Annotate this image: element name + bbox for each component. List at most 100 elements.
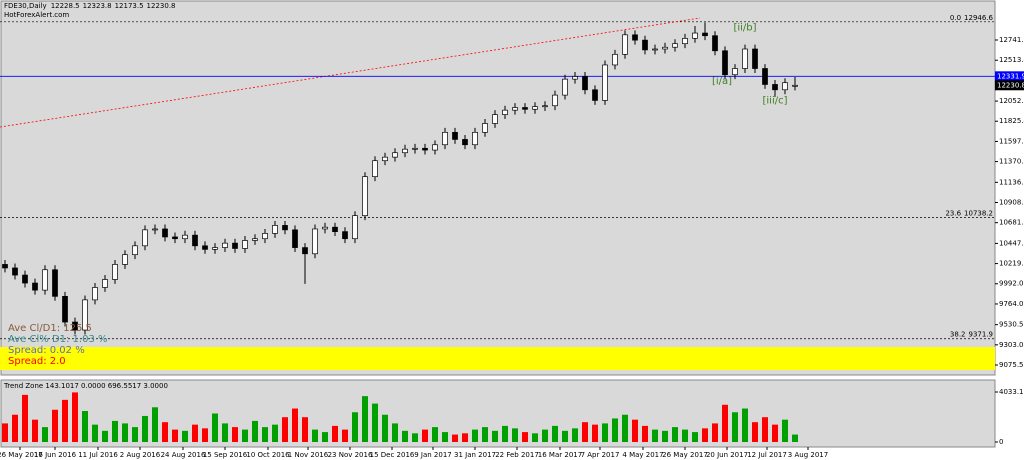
candle-body	[432, 144, 438, 151]
x-tick-label: 1 Nov 2016	[288, 451, 329, 459]
histogram-bar	[452, 434, 458, 442]
content: 12741.5 12513.4 12052.5 11825.4 11597.3 11370…	[0, 14, 1024, 459]
candle-body	[582, 76, 588, 91]
candle-body	[702, 32, 708, 37]
candle-body	[772, 84, 778, 91]
y-tick-label: 9303.0	[999, 341, 1024, 349]
histogram-bar	[502, 425, 508, 442]
histogram-bar	[102, 430, 108, 442]
histogram-bar	[322, 432, 328, 442]
candle-body	[282, 225, 288, 231]
histogram-bar	[82, 411, 88, 442]
histogram-bar	[622, 414, 628, 442]
candle-body	[252, 238, 258, 241]
histogram-bar	[582, 422, 588, 442]
histogram-bar	[152, 407, 158, 442]
candle-body	[292, 229, 298, 248]
candle-body	[182, 234, 188, 240]
histogram-bar	[122, 423, 128, 442]
candle-body	[632, 34, 638, 41]
chart-title: FDE30,Daily	[4, 2, 47, 10]
candle-body	[452, 131, 458, 140]
histogram-bar	[572, 428, 578, 442]
candle-body	[212, 247, 218, 250]
fib-level-percent: 38.2	[950, 331, 966, 339]
histogram-bar	[182, 430, 188, 442]
wave-label: [i/a]	[712, 76, 732, 87]
histogram-bar	[212, 413, 218, 442]
histogram-bar	[732, 412, 738, 442]
histogram-bar	[72, 392, 78, 442]
candle-body	[232, 242, 238, 249]
histogram-bar	[142, 415, 148, 442]
y-tick-label: 9075.5	[999, 361, 1024, 369]
x-tick-label: 22 Feb 2017	[495, 451, 539, 459]
x-tick-label: 7 Apr 2017	[581, 451, 620, 459]
candle-body	[472, 131, 478, 146]
histogram-bar	[432, 427, 438, 442]
candle-body	[352, 215, 358, 240]
candle-body	[62, 295, 68, 323]
x-tick-label: 4 May 2017	[622, 451, 663, 459]
histogram-bar	[742, 408, 748, 442]
y-tick-label: 9530.5	[999, 321, 1024, 329]
histogram-bar	[262, 427, 268, 442]
histogram-bar	[612, 418, 618, 442]
x-tick-label: 31 Jan 2017	[454, 451, 496, 459]
histogram-bar	[522, 432, 528, 442]
fib-level-label: 0.0 12946.6	[950, 14, 994, 22]
stat-label: Ave Cl% D1: 1.03 %	[8, 334, 108, 345]
y-tick-label: 11597.3	[999, 137, 1024, 145]
candle-body	[152, 228, 158, 231]
x-tick-label: 10 Oct 2016	[246, 451, 290, 459]
x-tick-label: 24 Aug 2016	[161, 451, 206, 459]
y-tick-label: 10447.0	[999, 239, 1024, 247]
candle-body	[302, 247, 308, 255]
histogram-bar	[282, 417, 288, 442]
x-tick-label: 17 Jun 2016	[34, 451, 77, 459]
candle-body	[12, 267, 18, 276]
candle-body	[742, 48, 748, 69]
histogram-bar	[482, 427, 488, 442]
x-tick-label: 9 Jan 2017	[414, 451, 452, 459]
histogram-bar	[512, 428, 518, 442]
candle-body	[402, 148, 408, 154]
candle-body	[42, 269, 48, 291]
candle-body	[242, 240, 248, 249]
candle-body	[222, 242, 228, 248]
candle-body	[92, 287, 98, 301]
y-tick-label: 10681.0	[999, 219, 1024, 227]
last-price-value: 12230.8	[997, 81, 1024, 89]
candle-body	[172, 236, 178, 240]
histogram-bar	[412, 433, 418, 442]
histogram-bar	[722, 404, 728, 442]
indicator-label: Trend Zone 143.1017 0.0000 696.5517 3.00…	[3, 382, 168, 390]
candle-body	[32, 282, 38, 291]
histogram-bar	[52, 409, 58, 442]
candle-body	[342, 231, 348, 240]
y-tick-label: 10908.5	[999, 199, 1024, 207]
candle-body	[722, 50, 728, 76]
candle-body	[22, 274, 28, 284]
histogram-bar	[232, 427, 238, 442]
candle-body	[392, 152, 398, 158]
wave-label: [ii/b]	[733, 23, 756, 34]
histogram-bar	[272, 424, 278, 442]
histogram-bar	[552, 425, 558, 442]
histogram-bar	[702, 428, 708, 442]
x-tick-label: 11 Jul 2016	[78, 451, 118, 459]
y-tick-label: 12513.4	[999, 56, 1024, 64]
candle-body	[672, 43, 678, 48]
y-tick-label: 12741.5	[999, 36, 1024, 44]
candle-body	[112, 264, 118, 280]
candle-body	[102, 279, 108, 288]
histogram-bar	[242, 429, 248, 442]
candle-body	[682, 38, 688, 45]
candle-body	[652, 48, 658, 51]
candle-body	[272, 225, 278, 234]
histogram-bar	[472, 429, 478, 442]
candle-body	[662, 46, 668, 50]
horizontal-line-tag	[995, 71, 1024, 82]
fib-level-label: 23.6 10738.2	[945, 210, 993, 218]
